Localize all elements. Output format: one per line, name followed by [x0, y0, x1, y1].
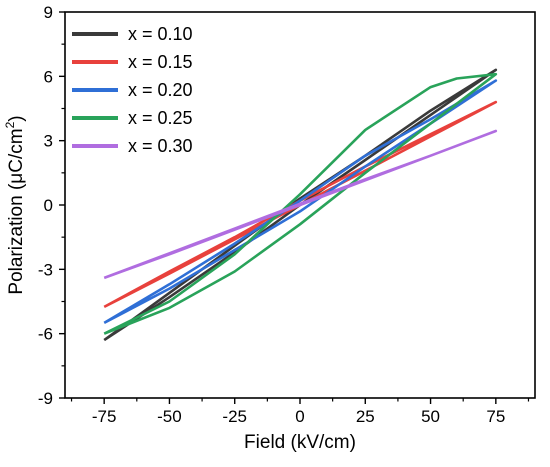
legend-label: x = 0.30: [128, 136, 193, 156]
legend-label: x = 0.20: [128, 80, 193, 100]
series-line: [103, 79, 498, 325]
x-tick-label: -50: [157, 407, 182, 426]
y-tick-label: 0: [44, 196, 53, 215]
x-tick-label: 25: [356, 407, 375, 426]
y-axis-label: Polarization (μC/cm2): [3, 115, 27, 294]
y-tick-label: -6: [38, 325, 53, 344]
series-lines: [103, 68, 498, 342]
y-tick-label: 9: [44, 3, 53, 22]
x-axis-label: Field (kV/cm): [244, 432, 356, 453]
x-tick-label: -25: [222, 407, 247, 426]
y-tick-label: -9: [38, 389, 53, 408]
series-line: [103, 129, 498, 280]
x-tick-label: -75: [92, 407, 117, 426]
y-tick-label: 3: [44, 132, 53, 151]
x-tick-label: 75: [486, 407, 505, 426]
axis-ticks: [59, 11, 530, 404]
legend-label: x = 0.10: [128, 24, 193, 44]
x-tick-label: 50: [421, 407, 440, 426]
series-line: [103, 68, 498, 342]
y-tick-label: 6: [44, 67, 53, 86]
y-tick-label: -3: [38, 260, 53, 279]
legend: x = 0.10 x = 0.15 x = 0.20 x = 0.25 x = 0.30: [72, 24, 193, 156]
x-tick-label: 0: [295, 407, 304, 426]
series-line: [103, 100, 498, 309]
series-line: [103, 72, 498, 335]
y-axis-label-close: ): [6, 115, 27, 121]
tick-labels: -75 -50 -25 0 25 50 75 -9 -6 -3 0 3 6 9: [38, 3, 505, 426]
y-axis-label-superscript: 2: [3, 121, 17, 128]
legend-label: x = 0.25: [128, 108, 193, 128]
legend-label: x = 0.15: [128, 52, 193, 72]
y-axis-label-main: Polarization (μC/cm: [6, 128, 27, 294]
